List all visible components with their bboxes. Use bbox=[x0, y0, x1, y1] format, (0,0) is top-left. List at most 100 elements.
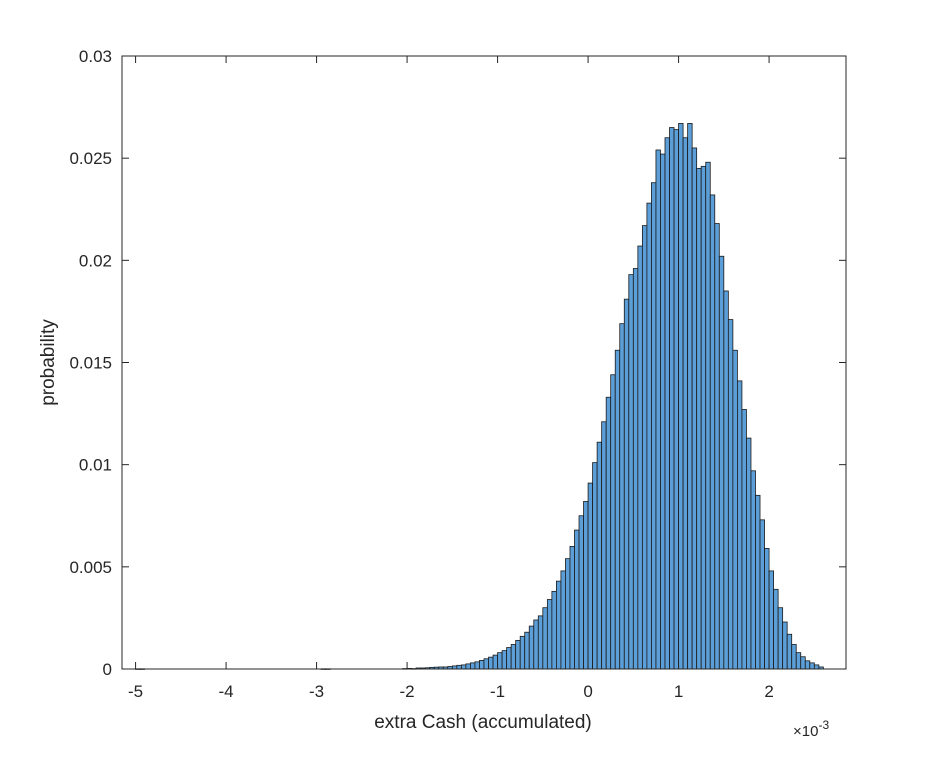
histogram-bar bbox=[786, 633, 793, 670]
x-tick-label: 0 bbox=[583, 682, 592, 701]
histogram-bar bbox=[755, 494, 761, 670]
histogram-bar bbox=[479, 660, 485, 670]
histogram-bar bbox=[565, 558, 571, 670]
histogram-bar bbox=[718, 255, 725, 670]
histogram-bar bbox=[782, 621, 788, 670]
x-axis-exponent-power: -3 bbox=[818, 718, 829, 732]
histogram-bar bbox=[623, 298, 630, 670]
histogram-bar bbox=[791, 644, 797, 670]
histogram-bar bbox=[592, 462, 598, 670]
histogram-bar bbox=[524, 631, 530, 670]
histogram-bar bbox=[673, 129, 679, 670]
histogram-bar bbox=[682, 137, 689, 670]
histogram-bar bbox=[610, 374, 616, 670]
histogram-bar bbox=[664, 137, 670, 670]
histogram-bar bbox=[474, 661, 480, 670]
histogram-bar bbox=[632, 268, 639, 670]
x-tick-label: -2 bbox=[400, 682, 415, 701]
histogram-bar bbox=[696, 167, 702, 670]
histogram-bar bbox=[737, 380, 743, 670]
histogram-bar bbox=[501, 650, 508, 670]
histogram-bar bbox=[619, 323, 625, 670]
histogram-bar bbox=[587, 482, 594, 670]
bars-layer bbox=[135, 123, 824, 670]
histogram-bar bbox=[506, 647, 512, 670]
histogram-bar bbox=[768, 570, 775, 670]
histogram-bar bbox=[773, 588, 779, 670]
histogram-bar bbox=[800, 656, 806, 670]
histogram-bar bbox=[460, 664, 467, 670]
histogram-bar bbox=[497, 652, 503, 670]
histogram-bar bbox=[700, 165, 707, 670]
histogram-bar bbox=[705, 161, 711, 670]
histogram-bar bbox=[777, 607, 784, 670]
histogram-bar bbox=[723, 290, 729, 670]
histogram-bar bbox=[574, 529, 580, 670]
histogram-bar bbox=[669, 127, 675, 670]
histogram-bar bbox=[515, 639, 521, 670]
histogram-bar bbox=[465, 663, 471, 670]
histogram-bar bbox=[804, 660, 811, 670]
histogram-bar bbox=[646, 202, 652, 670]
histogram-bar bbox=[533, 619, 539, 670]
histogram-bar bbox=[691, 147, 698, 670]
y-tick-label: 0.02 bbox=[79, 251, 112, 270]
histogram-bar bbox=[678, 123, 684, 670]
histogram-bar bbox=[492, 654, 498, 670]
histogram-bar bbox=[813, 664, 820, 670]
histogram-bar bbox=[596, 441, 603, 670]
histogram-bar bbox=[605, 396, 612, 670]
y-axis-title: probability bbox=[38, 319, 59, 406]
histogram-bar bbox=[583, 501, 589, 670]
histogram-bar bbox=[546, 599, 553, 670]
histogram-bar bbox=[560, 570, 566, 670]
ticks-layer: -5 -4 -3 -2 -1 0 1 2 0 0.005 0.01 0.015 0.02 0.025 0.0… bbox=[69, 47, 846, 701]
x-axis-exponent-base: ×10 bbox=[793, 723, 818, 740]
histogram-bar bbox=[727, 319, 734, 670]
y-tick-label: 0.025 bbox=[69, 149, 112, 168]
histogram-bar bbox=[750, 470, 756, 670]
histogram-bar bbox=[709, 194, 716, 670]
y-tick-label: 0.015 bbox=[69, 354, 112, 373]
histogram-bar bbox=[578, 515, 584, 670]
y-tick-label: 0 bbox=[103, 660, 112, 679]
x-tick-label: -3 bbox=[309, 682, 324, 701]
histogram-bar bbox=[746, 437, 752, 670]
histogram-bar bbox=[519, 635, 526, 670]
histogram-bar bbox=[628, 274, 634, 670]
histogram-bar bbox=[641, 225, 648, 670]
x-tick-label: -1 bbox=[490, 682, 505, 701]
x-tick-label: -5 bbox=[128, 682, 143, 701]
histogram-bar bbox=[569, 546, 575, 670]
histogram-bar bbox=[614, 349, 621, 670]
y-tick-label: 0.01 bbox=[79, 456, 112, 475]
histogram-bar bbox=[637, 245, 643, 670]
histogram-bar bbox=[470, 662, 476, 670]
histogram-bar bbox=[687, 123, 693, 670]
histogram-bar bbox=[483, 658, 489, 670]
histogram-bar bbox=[456, 664, 462, 670]
histogram-bar bbox=[510, 644, 517, 670]
histogram-bar bbox=[488, 656, 494, 670]
x-tick-label: 2 bbox=[764, 682, 773, 701]
histogram-bar bbox=[537, 615, 544, 670]
y-tick-label: 0.03 bbox=[79, 47, 112, 66]
histogram-bar bbox=[601, 421, 607, 670]
histogram-bar bbox=[809, 662, 815, 670]
histogram-bar bbox=[764, 548, 770, 670]
histogram-bar bbox=[759, 519, 765, 670]
histogram-bar bbox=[795, 652, 802, 670]
x-tick-label: -4 bbox=[219, 682, 234, 701]
histogram-bar bbox=[551, 590, 557, 670]
x-axis-exponent: ×10-3 bbox=[793, 718, 829, 740]
y-tick-label: 0.005 bbox=[69, 558, 112, 577]
x-tick-label: 1 bbox=[674, 682, 683, 701]
x-axis-title: extra Cash (accumulated) bbox=[374, 712, 592, 733]
histogram-bar bbox=[714, 223, 720, 670]
histogram-bar bbox=[741, 409, 747, 670]
histogram-bar bbox=[732, 349, 738, 670]
histogram-bar bbox=[528, 625, 535, 670]
histogram-bar bbox=[556, 580, 562, 670]
